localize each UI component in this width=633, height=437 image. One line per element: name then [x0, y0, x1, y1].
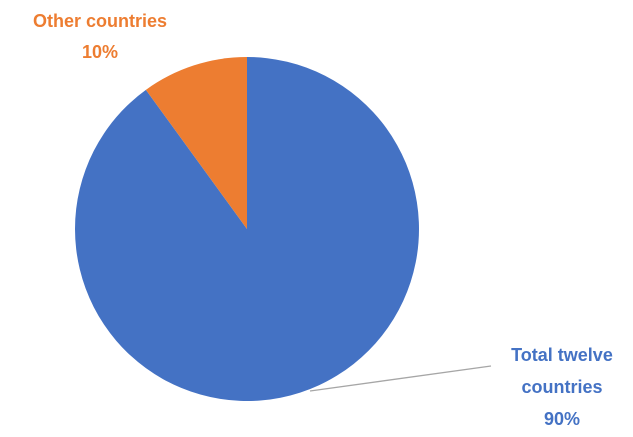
- slice-percent-total-twelve: 90%: [544, 409, 580, 429]
- pie-slice-other-countries: [145, 57, 247, 229]
- data-label-total-twelve: Total twelve countries 90%: [511, 345, 613, 429]
- leader-line-total-twelve: [309, 365, 492, 392]
- slice-label-total-twelve-line2: countries: [521, 377, 602, 397]
- data-label-other-countries: Other countries 10%: [33, 11, 167, 62]
- slice-label-total-twelve-line1: Total twelve: [511, 345, 613, 365]
- slice-label-other-countries: Other countries: [33, 11, 167, 31]
- pie-slices: [74, 57, 420, 401]
- slice-percent-other-countries: 10%: [82, 42, 118, 62]
